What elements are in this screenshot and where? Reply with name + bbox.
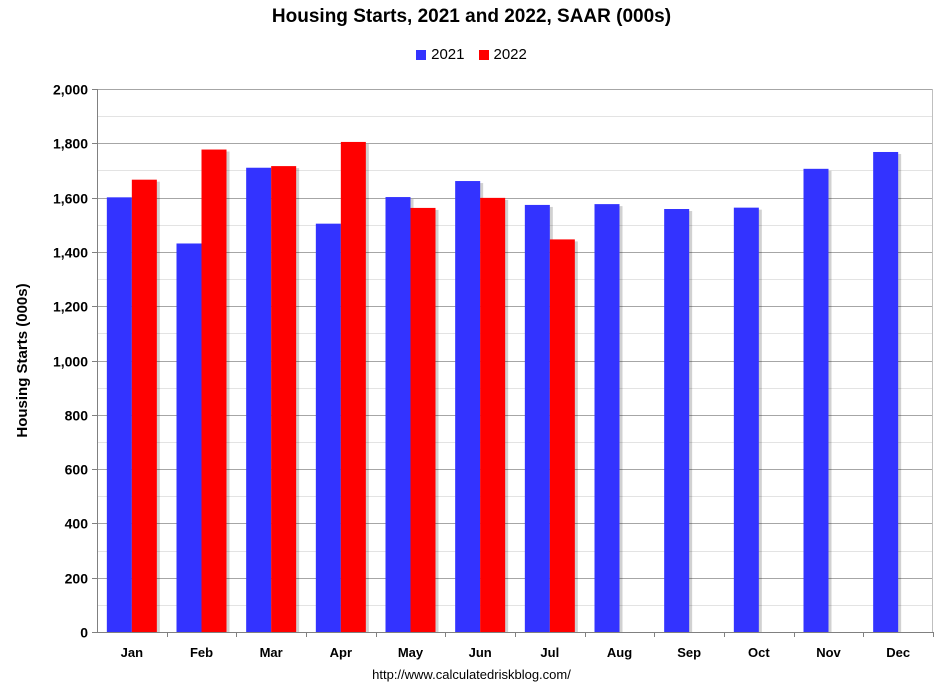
y-axis-label: Housing Starts (000s) [14, 283, 31, 437]
y-tick-label: 1,000 [53, 354, 88, 370]
bar-2021-jan [106, 197, 132, 633]
y-tick-label: 600 [65, 462, 89, 478]
legend-entry-2021: 2021 [416, 46, 465, 63]
bar-2021-oct [733, 207, 759, 632]
bar-2021-apr [315, 223, 341, 632]
x-tick-label: Dec [886, 645, 910, 660]
legend: 2021 2022 [0, 46, 943, 63]
bar-2021-may [385, 197, 411, 632]
bar-2021-feb [176, 243, 202, 632]
y-tick-label: 200 [65, 571, 89, 587]
y-tick-label: 400 [65, 516, 89, 532]
legend-swatch-2022 [478, 49, 489, 60]
x-tick-label: Jan [121, 645, 143, 660]
bar-2022-mar [271, 166, 297, 632]
x-tick-label: Oct [748, 645, 770, 660]
y-tick-label: 1,600 [53, 191, 88, 207]
bar-2022-apr [340, 141, 366, 632]
y-tick-label: 2,000 [53, 82, 88, 98]
x-tick-label: Jun [469, 645, 492, 660]
bar-2022-jun [480, 197, 506, 632]
legend-entry-2022: 2022 [478, 46, 527, 63]
x-tick-label: Feb [190, 645, 213, 660]
bar-2021-jul [524, 204, 550, 633]
bar-2021-sep [664, 209, 690, 633]
bar-2022-feb [201, 149, 227, 632]
y-tick-label: 1,400 [53, 245, 88, 261]
legend-label-2022: 2022 [493, 46, 527, 63]
bar-2021-aug [594, 204, 620, 632]
source-url: http://www.calculatedriskblog.com/ [372, 667, 571, 682]
x-tick-label: Jul [540, 645, 559, 660]
x-tick-label: May [398, 645, 424, 660]
legend-swatch-2021 [416, 49, 427, 60]
y-tick-label: 800 [65, 408, 89, 424]
x-tick-label: Aug [607, 645, 632, 660]
chart-title: Housing Starts, 2021 and 2022, SAAR (000… [271, 6, 672, 27]
x-tick-label: Sep [677, 645, 701, 660]
bar-2021-jun [455, 181, 481, 632]
y-tick-label: 1,800 [53, 136, 88, 152]
bar-2021-dec [873, 151, 899, 632]
y-tick-label: 0 [80, 625, 88, 641]
bar-2022-may [410, 207, 436, 633]
x-tick-label: Nov [816, 645, 841, 660]
x-tick-label: Apr [330, 645, 352, 660]
y-tick-label: 1,200 [53, 299, 88, 315]
x-tick-label: Mar [260, 645, 283, 660]
bar-2021-mar [246, 167, 272, 633]
bar-2022-jan [131, 179, 157, 632]
bar-2022-jul [549, 239, 575, 632]
bar-2021-nov [803, 168, 829, 633]
legend-label-2021: 2021 [431, 46, 465, 63]
